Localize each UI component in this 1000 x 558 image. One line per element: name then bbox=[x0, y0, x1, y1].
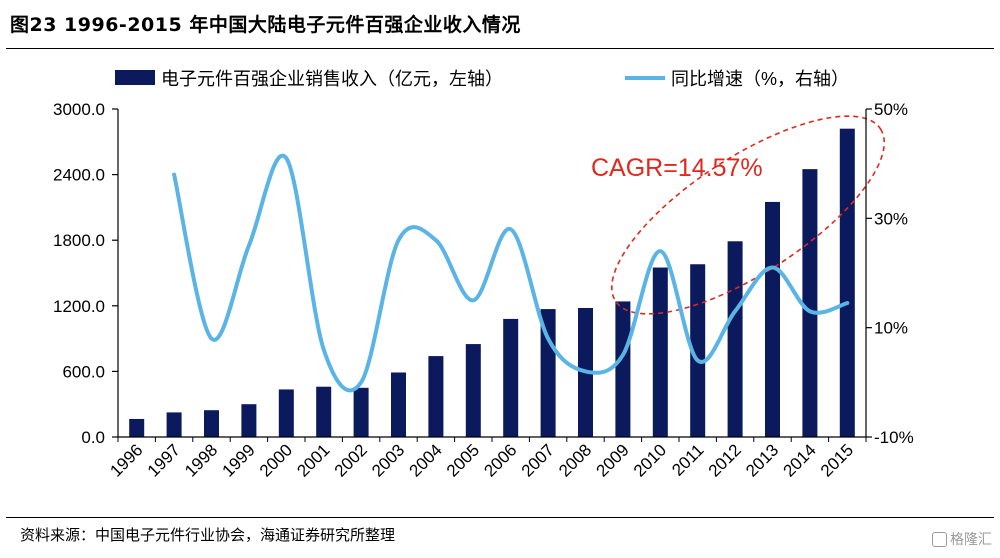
bar-2004 bbox=[428, 356, 444, 437]
bar-2010 bbox=[652, 267, 668, 437]
x-tick-label: 1996 bbox=[106, 440, 146, 480]
legend-line-label: 同比增速（%，右轴） bbox=[671, 69, 849, 89]
bar-series bbox=[129, 128, 855, 437]
bar-2011 bbox=[690, 264, 706, 437]
bar-2002 bbox=[353, 387, 369, 437]
bar-1996 bbox=[129, 418, 145, 437]
bar-2009 bbox=[615, 301, 631, 437]
x-tick-label: 2015 bbox=[817, 440, 857, 480]
legend-bar-swatch bbox=[115, 70, 155, 85]
bar-2000 bbox=[278, 389, 294, 437]
x-tick-label: 2003 bbox=[368, 440, 408, 480]
right-tick-label: 30% bbox=[874, 209, 908, 228]
bar-2003 bbox=[391, 372, 406, 437]
left-tick-label: 1200.0 bbox=[53, 297, 105, 316]
x-tick-label: 2004 bbox=[406, 440, 446, 480]
left-tick-label: 2400.0 bbox=[53, 166, 105, 185]
x-tick-label: 2009 bbox=[593, 440, 633, 480]
left-axis-ticks: 0.0 600.0 1200.0 1800.0 2400.0 3000.0 bbox=[53, 100, 118, 447]
left-tick-label: 1800.0 bbox=[53, 231, 105, 250]
x-tick-label: 2007 bbox=[518, 440, 558, 480]
x-tick-label: 2008 bbox=[555, 440, 595, 480]
top-rule bbox=[6, 48, 994, 49]
x-tick-label: 2013 bbox=[742, 440, 782, 480]
bar-2007 bbox=[540, 309, 556, 437]
bar-2014 bbox=[802, 169, 818, 437]
figure-title: 图23 1996-2015 年中国大陆电子元件百强企业收入情况 bbox=[10, 14, 521, 36]
legend-bar-label: 电子元件百强企业销售收入（亿元，左轴） bbox=[161, 69, 503, 89]
x-tick-label: 2011 bbox=[668, 440, 707, 479]
bar-1998 bbox=[204, 410, 219, 437]
x-tick-label: 2001 bbox=[293, 440, 333, 480]
bar-2013 bbox=[765, 201, 780, 437]
cagr-ellipse bbox=[610, 115, 886, 315]
left-tick-label: 600.0 bbox=[62, 362, 105, 381]
source-note: 资料来源：中国电子元件行业协会，海通证券研究所整理 bbox=[20, 526, 396, 544]
bottom-rule bbox=[6, 517, 994, 518]
bar-2006 bbox=[503, 318, 519, 437]
left-tick-label: 3000.0 bbox=[53, 100, 105, 119]
bar-1997 bbox=[166, 412, 182, 437]
bar-2012 bbox=[727, 241, 743, 437]
x-tick-label: 2002 bbox=[331, 440, 371, 480]
right-tick-label: -10% bbox=[874, 428, 914, 447]
cagr-annotation: CAGR=14.57% bbox=[591, 115, 886, 315]
cagr-label: CAGR=14.57% bbox=[591, 154, 763, 182]
x-tick-label: 2014 bbox=[780, 440, 820, 480]
right-axis-ticks: -10% 10% 30% 50% bbox=[866, 100, 914, 447]
bar-2001 bbox=[316, 386, 332, 437]
x-tick-label: 2010 bbox=[630, 440, 670, 480]
x-tick-label: 2000 bbox=[256, 440, 296, 480]
x-tick-label: 2006 bbox=[480, 440, 520, 480]
growth-line bbox=[172, 153, 850, 393]
right-tick-label: 10% bbox=[874, 319, 908, 338]
x-tick-label: 1997 bbox=[144, 440, 184, 480]
legend: 电子元件百强企业销售收入（亿元，左轴） 同比增速（%，右轴） bbox=[115, 69, 849, 89]
x-axis-labels: 1996199719981999200020012002200320042005… bbox=[106, 437, 867, 481]
bar-2005 bbox=[465, 344, 481, 437]
left-tick-label: 0.0 bbox=[81, 428, 105, 447]
watermark-text: 格隆汇 bbox=[950, 532, 992, 548]
x-tick-label: 2005 bbox=[443, 440, 483, 480]
bar-2015 bbox=[839, 128, 855, 437]
line-series bbox=[172, 153, 850, 393]
bar-1999 bbox=[241, 404, 257, 437]
x-tick-label: 1998 bbox=[181, 440, 221, 480]
x-tick-label: 1999 bbox=[219, 440, 259, 480]
watermark: 格隆汇 bbox=[932, 529, 992, 549]
right-tick-label: 50% bbox=[874, 100, 908, 119]
watermark-logo-icon bbox=[932, 531, 947, 547]
x-tick-label: 2012 bbox=[705, 440, 745, 480]
